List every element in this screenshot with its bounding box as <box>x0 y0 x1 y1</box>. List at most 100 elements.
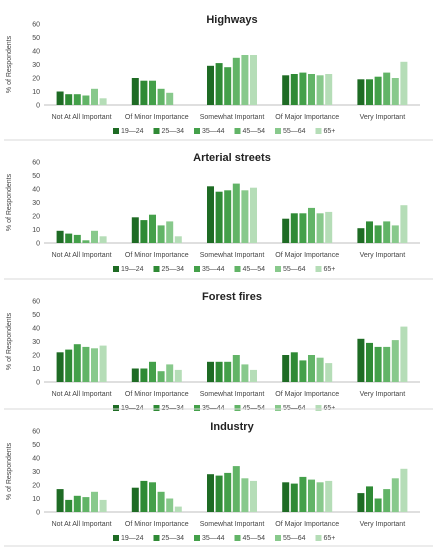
bar <box>357 338 365 382</box>
legend-swatch <box>234 128 241 134</box>
bar <box>374 346 382 382</box>
x-category-label: Somewhat Important <box>200 252 265 259</box>
bar <box>207 186 214 243</box>
y-tick-label: 10 <box>32 89 40 96</box>
legend-swatch <box>234 405 241 411</box>
bar <box>325 74 333 105</box>
y-tick-label: 50 <box>32 173 40 180</box>
bar <box>207 65 214 105</box>
bar <box>391 78 399 105</box>
bar <box>140 80 148 105</box>
bar <box>232 57 240 106</box>
legend-label: 35—44 <box>202 535 225 542</box>
y-tick-label: 10 <box>32 227 40 234</box>
bar <box>241 190 249 243</box>
legend-swatch <box>315 266 322 272</box>
x-category-label: Of Minor Importance <box>125 391 189 398</box>
x-category-label: Very Important <box>360 114 406 121</box>
legend-swatch <box>234 266 241 272</box>
legend-swatch <box>275 266 281 272</box>
y-tick-label: 10 <box>32 366 40 373</box>
bar <box>73 94 81 105</box>
legend-swatch <box>194 128 200 134</box>
legend-swatch <box>153 535 160 541</box>
legend-label: 25—34 <box>162 266 185 273</box>
bar <box>290 74 298 105</box>
bar <box>166 364 174 382</box>
x-category-label: Somewhat Important <box>200 521 265 528</box>
y-axis-label: % of Respondents <box>6 312 13 370</box>
bar <box>241 364 249 382</box>
y-tick-label: 20 <box>32 76 40 83</box>
legend-swatch <box>113 405 119 411</box>
bar <box>149 214 156 243</box>
x-category-label: Very Important <box>360 252 406 259</box>
x-category-label: Not At All Important <box>52 391 112 398</box>
bar <box>157 371 165 382</box>
bar <box>131 487 139 512</box>
bar <box>224 361 232 383</box>
x-category-label: Very Important <box>360 391 406 398</box>
chart-title: Arterial streets <box>193 152 271 164</box>
y-tick-label: 50 <box>32 312 40 319</box>
y-tick-label: 40 <box>32 326 40 333</box>
x-category-label: Of Minor Importance <box>125 252 189 259</box>
legend-label: 55—64 <box>283 128 306 135</box>
bar <box>56 352 64 382</box>
bar <box>316 213 324 243</box>
legend-label: 55—64 <box>283 535 306 542</box>
bar <box>308 479 315 512</box>
bar <box>308 355 315 382</box>
bar <box>65 94 73 105</box>
y-tick-label: 30 <box>32 62 40 69</box>
bar <box>290 352 298 382</box>
bar <box>232 355 240 382</box>
bar <box>65 349 73 382</box>
bar <box>73 495 81 512</box>
bar <box>131 217 139 243</box>
legend-swatch <box>275 128 281 134</box>
x-category-label: Not At All Important <box>52 252 112 259</box>
bar <box>215 191 223 243</box>
bar <box>383 72 391 105</box>
bar <box>316 357 324 382</box>
bar <box>224 472 232 512</box>
bar <box>82 497 90 512</box>
y-axis-label: % of Respondents <box>6 442 13 500</box>
bar <box>308 74 315 105</box>
bar <box>140 220 148 243</box>
x-category-label: Of Major Importance <box>275 114 339 121</box>
bar <box>157 491 165 513</box>
bar <box>400 468 408 512</box>
bar <box>299 476 307 512</box>
bar <box>149 80 156 105</box>
chart-title: Highways <box>206 14 257 26</box>
y-tick-label: 0 <box>36 510 40 517</box>
legend-label: 55—64 <box>283 266 306 273</box>
y-tick-label: 60 <box>32 299 40 306</box>
legend-swatch <box>275 405 281 411</box>
y-tick-label: 30 <box>32 469 40 476</box>
bar <box>391 340 399 382</box>
legend-label: 65+ <box>324 128 336 135</box>
x-category-label: Very Important <box>360 521 406 528</box>
y-tick-label: 0 <box>36 241 40 248</box>
bar <box>400 205 408 243</box>
y-tick-label: 50 <box>32 442 40 449</box>
bar <box>166 498 174 512</box>
bar <box>73 234 81 243</box>
x-category-label: Of Major Importance <box>275 521 339 528</box>
bar <box>131 368 139 382</box>
bar <box>65 499 73 512</box>
legend-label: 25—34 <box>162 535 185 542</box>
bar <box>207 361 214 383</box>
y-tick-label: 20 <box>32 353 40 360</box>
bar <box>149 361 156 383</box>
legend-swatch <box>275 535 281 541</box>
bar <box>224 67 232 105</box>
bar <box>366 486 373 512</box>
y-axis-label: % of Respondents <box>6 173 13 231</box>
bar <box>131 78 139 105</box>
bar <box>357 79 365 105</box>
